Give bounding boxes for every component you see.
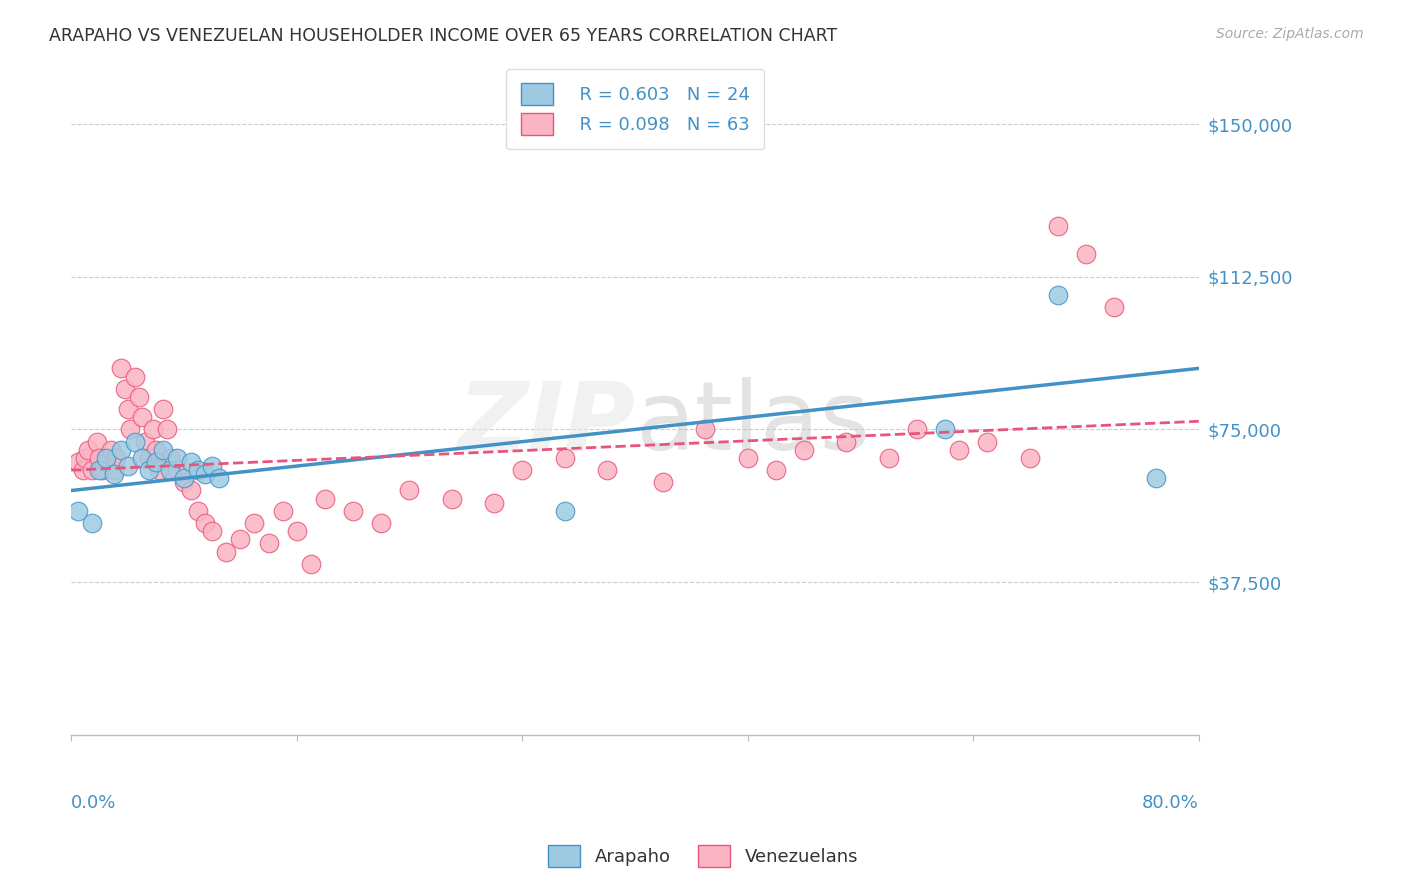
Point (117, 458, 139, 473)
Point (208, 471, 231, 485)
Point (482, 496, 505, 510)
Point (1146, 471, 1168, 485)
Point (934, 422, 956, 436)
Point (173, 475, 195, 490)
Point (173, 471, 195, 485)
Text: ZIP: ZIP (457, 377, 636, 470)
Point (166, 463, 188, 477)
Point (75, 450, 97, 465)
Point (152, 402, 174, 417)
Point (124, 369, 146, 384)
Point (86, 434, 108, 449)
Point (596, 463, 619, 477)
Point (314, 491, 336, 506)
Point (131, 410, 153, 425)
Text: Source: ZipAtlas.com: Source: ZipAtlas.com (1216, 27, 1364, 41)
Point (159, 463, 181, 477)
Point (1046, 288, 1069, 302)
Text: 0.0%: 0.0% (72, 794, 117, 813)
Point (976, 434, 998, 449)
Point (765, 463, 787, 477)
Point (180, 483, 202, 498)
Text: 80.0%: 80.0% (1142, 794, 1199, 813)
Point (67, 455, 90, 469)
Point (215, 544, 238, 558)
Point (103, 463, 125, 477)
Point (229, 533, 252, 547)
Point (103, 467, 125, 482)
Point (1102, 301, 1125, 315)
Point (201, 524, 224, 539)
Legend:   R = 0.603   N = 24,   R = 0.098   N = 63: R = 0.603 N = 24, R = 0.098 N = 63 (506, 69, 763, 149)
Point (77, 442, 100, 457)
Point (285, 524, 308, 539)
Point (124, 434, 146, 449)
Point (100, 442, 122, 457)
Point (835, 434, 858, 449)
Point (194, 516, 217, 530)
Point (145, 442, 167, 457)
Point (82, 463, 104, 477)
Point (138, 450, 160, 465)
Point (96, 455, 118, 469)
Point (180, 455, 202, 469)
Point (67, 504, 90, 518)
Point (905, 422, 928, 436)
Point (1046, 219, 1069, 233)
Point (877, 450, 900, 465)
Point (201, 458, 224, 473)
Point (89, 463, 111, 477)
Point (114, 382, 136, 396)
Point (82, 516, 104, 530)
Point (148, 463, 170, 477)
Point (117, 402, 139, 417)
Point (159, 450, 181, 465)
Point (166, 450, 188, 465)
Point (134, 434, 156, 449)
Point (257, 536, 280, 550)
Point (131, 450, 153, 465)
Point (370, 516, 392, 530)
Point (187, 504, 209, 518)
Point (554, 450, 576, 465)
Point (194, 467, 217, 482)
Point (1074, 247, 1097, 261)
Point (1018, 450, 1040, 465)
Point (72, 463, 94, 477)
Point (128, 390, 150, 404)
Point (342, 504, 364, 518)
Point (737, 450, 759, 465)
Point (91, 463, 114, 477)
Point (398, 483, 420, 498)
Point (554, 504, 576, 518)
Text: ARAPAHO VS VENEZUELAN HOUSEHOLDER INCOME OVER 65 YEARS CORRELATION CHART: ARAPAHO VS VENEZUELAN HOUSEHOLDER INCOME… (49, 27, 838, 45)
Point (110, 361, 132, 376)
Point (152, 442, 174, 457)
Point (89, 450, 111, 465)
Point (510, 463, 533, 477)
Point (105, 450, 128, 465)
Legend: Arapaho, Venezuelans: Arapaho, Venezuelans (540, 838, 866, 874)
Point (243, 516, 266, 530)
Point (110, 442, 132, 457)
Point (156, 422, 179, 436)
Point (120, 422, 142, 436)
Point (652, 475, 675, 490)
Text: atlas: atlas (636, 377, 870, 470)
Point (187, 463, 209, 477)
Point (948, 442, 970, 457)
Point (145, 455, 167, 469)
Point (440, 491, 463, 506)
Point (793, 442, 815, 457)
Point (695, 422, 717, 436)
Point (271, 504, 294, 518)
Point (299, 557, 322, 571)
Point (96, 450, 118, 465)
Point (142, 422, 165, 436)
Point (138, 463, 160, 477)
